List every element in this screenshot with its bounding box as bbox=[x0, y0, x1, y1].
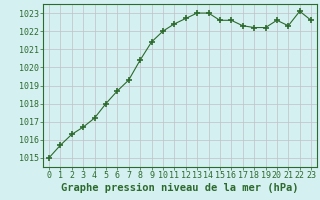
X-axis label: Graphe pression niveau de la mer (hPa): Graphe pression niveau de la mer (hPa) bbox=[61, 183, 299, 193]
